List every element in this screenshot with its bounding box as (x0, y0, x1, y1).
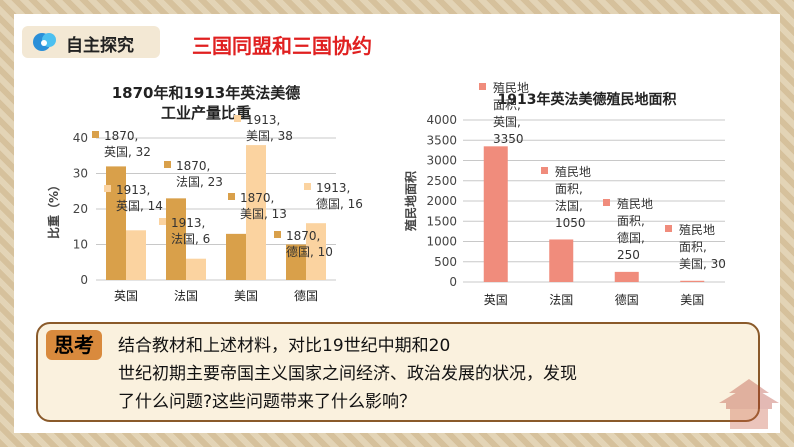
legend-key (541, 167, 548, 174)
think-line: 世纪初期主要帝国主义国家之间经济、政治发展的状况，发现 (118, 364, 577, 384)
y-tick-label: 10 (73, 238, 88, 252)
x-tick-label: 德国 (615, 292, 639, 307)
y-tick-label: 1500 (426, 214, 457, 228)
data-label: 1870,德国, 10 (286, 229, 333, 259)
data-label: 1870,美国, 13 (240, 191, 287, 221)
bar (549, 239, 574, 282)
x-tick-label: 德国 (294, 288, 318, 303)
brain-icon (33, 33, 56, 51)
data-label: 1870,法国, 23 (176, 159, 223, 189)
legend-key (164, 161, 171, 168)
data-label: 1913,英国, 14 (116, 183, 163, 213)
y-tick-label: 2000 (426, 194, 457, 208)
bar (186, 258, 206, 280)
bar (126, 230, 146, 280)
y-tick-label: 500 (434, 255, 457, 269)
bar (306, 223, 326, 280)
y-axis-label: 殖民地面积 (403, 171, 418, 232)
y-tick-label: 4000 (426, 113, 457, 127)
y-tick-label: 40 (73, 131, 88, 145)
legend-key (92, 131, 99, 138)
badge-label: 自主探究 (66, 36, 134, 56)
think-question: 结合教材和上述材料，对比19世纪中期和20 世纪初期主要帝国主义国家之间经济、政… (118, 332, 598, 416)
bar (226, 233, 246, 280)
legend-key (234, 115, 241, 122)
bar (166, 198, 186, 280)
data-label: 殖民地面积,美国, 30 (679, 222, 726, 271)
think-line: 了什么问题?这些问题带来了什么影响？ (118, 392, 417, 412)
bar (106, 166, 126, 280)
legend-key (159, 218, 166, 225)
data-label: 1870,英国, 32 (104, 129, 151, 159)
x-tick-label: 英国 (484, 293, 508, 307)
chart-title: 1870年和1913年英法美德工业产量比重 (112, 84, 301, 122)
legend-key (104, 185, 111, 192)
legend-key (665, 225, 672, 232)
industrial-share-chart: 1870年和1913年英法美德工业产量比重 0 10 20 30 40 比重（%） 英国 法国 美… (46, 84, 363, 303)
y-tick-label: 30 (73, 167, 88, 181)
legend-key (274, 231, 281, 238)
think-tag: 思考 (46, 330, 102, 360)
legend-key (228, 193, 235, 200)
bar (680, 280, 705, 282)
x-tick-label: 英国 (114, 289, 138, 303)
data-label: 殖民地面积,法国, 1050 (555, 164, 591, 230)
data-label: 殖民地面积,德国, 250 (617, 196, 653, 262)
data-label: 1913,德国, 16 (316, 181, 363, 211)
section-title: 三国同盟和三国协约 (192, 34, 372, 58)
data-label: 1913,法国, 6 (171, 216, 210, 246)
y-tick-label: 3500 (426, 133, 457, 147)
data-label: 1913,美国, 38 (246, 113, 293, 143)
legend-key (479, 83, 486, 90)
x-tick-label: 美国 (680, 293, 704, 307)
bar (246, 145, 266, 280)
palace-decoration (719, 379, 779, 429)
think-box: 思考 结合教材和上述材料，对比19世纪中期和20 世纪初期主要帝国主义国家之间经… (36, 322, 760, 422)
legend-key (603, 199, 610, 206)
y-tick-label: 3000 (426, 154, 457, 168)
y-tick-label: 0 (449, 275, 457, 289)
badge: 自主探究 (22, 26, 160, 58)
y-tick-label: 1000 (426, 235, 457, 249)
legend-key (304, 183, 311, 190)
think-line: 结合教材和上述材料，对比19世纪中期和20 (118, 336, 451, 356)
y-axis-label: 比重（%） (46, 179, 61, 239)
chart-title: 1913年英法美德殖民地面积 (498, 91, 677, 108)
y-tick-label: 0 (80, 273, 88, 287)
bar (483, 146, 508, 282)
x-tick-label: 法国 (174, 289, 198, 303)
slide-header: 自主探究 三国同盟和三国协约 (22, 24, 772, 60)
bar (614, 271, 639, 282)
data-label: 殖民地面积,英国, 3350 (493, 80, 529, 146)
y-tick-label: 2500 (426, 174, 457, 188)
bar (286, 244, 306, 280)
colonial-area-chart: 1913年英法美德殖民地面积 0 500 1000 1500 2000 2500 3000 35… (403, 80, 726, 307)
x-tick-label: 美国 (234, 289, 258, 303)
x-tick-label: 法国 (549, 293, 573, 307)
y-tick-label: 20 (73, 202, 88, 216)
